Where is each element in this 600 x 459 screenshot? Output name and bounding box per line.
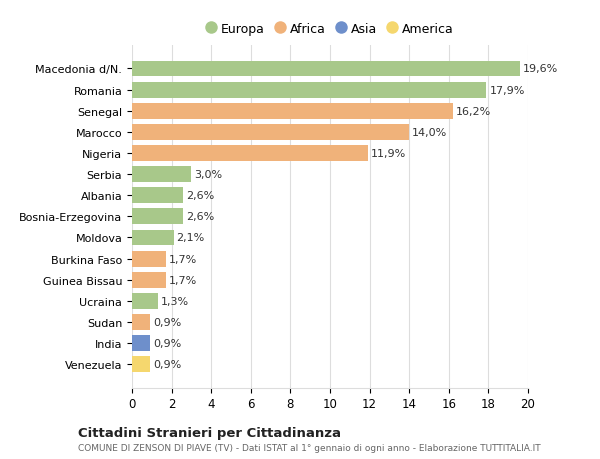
Bar	[132, 104, 453, 119]
Text: 1,7%: 1,7%	[169, 254, 197, 264]
Legend: Europa, Africa, Asia, America: Europa, Africa, Asia, America	[201, 18, 459, 41]
Bar	[132, 83, 487, 98]
Text: Cittadini Stranieri per Cittadinanza: Cittadini Stranieri per Cittadinanza	[78, 426, 341, 439]
Text: 17,9%: 17,9%	[490, 85, 525, 95]
Text: 2,6%: 2,6%	[187, 191, 215, 201]
Text: 11,9%: 11,9%	[371, 149, 406, 159]
Text: 0,9%: 0,9%	[153, 359, 181, 369]
Bar	[132, 251, 166, 267]
Text: 19,6%: 19,6%	[523, 64, 558, 74]
Text: 3,0%: 3,0%	[194, 170, 223, 180]
Text: COMUNE DI ZENSON DI PIAVE (TV) - Dati ISTAT al 1° gennaio di ogni anno - Elabora: COMUNE DI ZENSON DI PIAVE (TV) - Dati IS…	[78, 443, 541, 452]
Bar	[132, 62, 520, 77]
Bar	[132, 293, 158, 309]
Text: 0,9%: 0,9%	[153, 317, 181, 327]
Bar	[132, 336, 150, 351]
Bar	[132, 230, 173, 246]
Text: 0,9%: 0,9%	[153, 338, 181, 348]
Bar	[132, 167, 191, 183]
Text: 2,6%: 2,6%	[187, 212, 215, 222]
Text: 14,0%: 14,0%	[412, 128, 448, 138]
Bar	[132, 357, 150, 372]
Text: 1,3%: 1,3%	[161, 296, 189, 306]
Bar	[132, 209, 184, 225]
Bar	[132, 272, 166, 288]
Bar	[132, 146, 368, 162]
Bar	[132, 314, 150, 330]
Text: 1,7%: 1,7%	[169, 275, 197, 285]
Bar	[132, 125, 409, 140]
Text: 16,2%: 16,2%	[456, 106, 491, 117]
Bar	[132, 188, 184, 204]
Text: 2,1%: 2,1%	[176, 233, 205, 243]
